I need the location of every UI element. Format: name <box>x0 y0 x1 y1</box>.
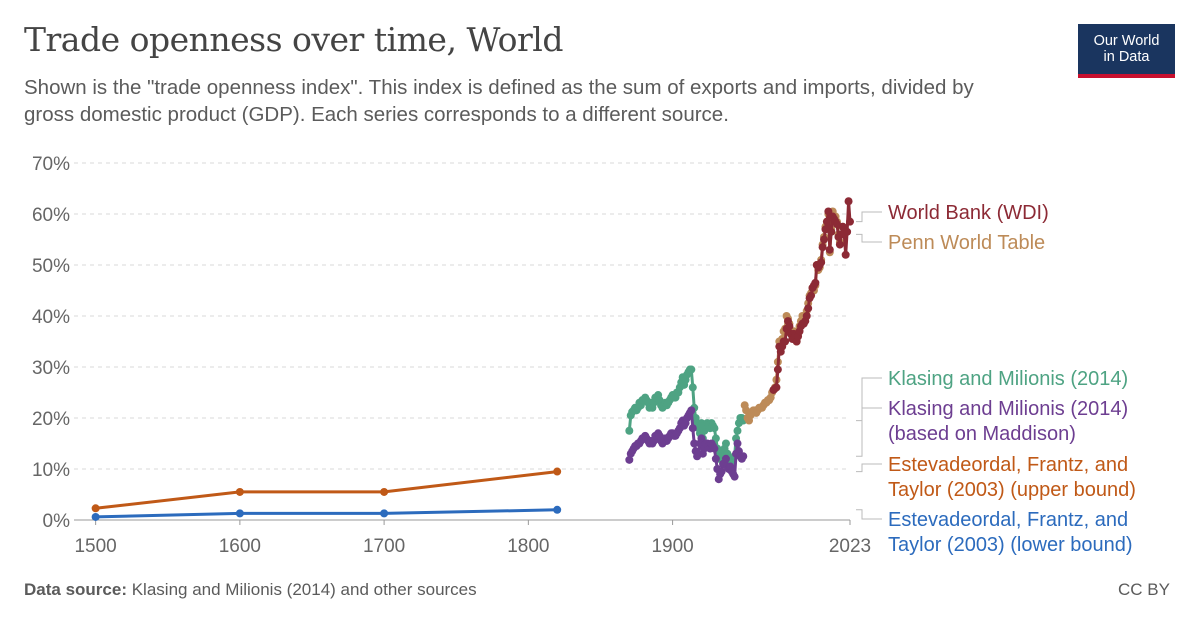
legend-connector <box>856 407 882 457</box>
x-tick-label: 1600 <box>219 536 261 557</box>
data-point <box>772 383 781 392</box>
y-tick-label: 40% <box>32 307 70 328</box>
series-line <box>95 508 558 519</box>
data-point <box>687 365 696 374</box>
legend-connector <box>856 463 882 473</box>
data-point <box>773 365 782 374</box>
y-tick-label: 60% <box>32 205 70 226</box>
data-source-text[interactable]: Klasing and Milionis (2014) and other so… <box>131 580 477 599</box>
data-point <box>820 235 829 244</box>
legend-label-line: Klasing and Milionis (2014) <box>888 368 1128 390</box>
data-point <box>733 439 742 448</box>
data-point <box>822 217 831 226</box>
legend-label-line: (based on Maddison) <box>888 423 1076 445</box>
data-point <box>817 258 826 267</box>
data-point <box>781 337 790 346</box>
y-tick-label: 70% <box>32 154 70 175</box>
legend-label: Klasing and Milionis (2014) (based on Mad… <box>888 398 1128 445</box>
series-group <box>625 406 748 484</box>
data-point <box>710 444 719 453</box>
data-point <box>625 455 634 464</box>
legend-label-line: Estevadeordal, Frantz, and <box>888 454 1128 476</box>
data-point <box>841 250 850 259</box>
y-tick-label: 20% <box>32 409 70 430</box>
x-tick-label: 1900 <box>651 536 693 557</box>
data-point <box>807 291 816 300</box>
owid-logo[interactable]: Our World in Data <box>1078 24 1175 78</box>
data-point <box>802 312 811 320</box>
legend-label: Estevadeordal, Frantz, and Taylor (2003) … <box>888 509 1133 556</box>
data-point <box>711 454 720 463</box>
data-point <box>553 505 562 514</box>
legend-label: World Bank (WDI) <box>888 202 1049 224</box>
data-point <box>739 452 748 461</box>
y-tick-label: 0% <box>43 511 71 532</box>
legend-connector <box>856 509 882 520</box>
legend-connector <box>856 211 882 223</box>
data-point <box>235 487 244 496</box>
data-point <box>843 227 852 236</box>
legend-label-line: World Bank (WDI) <box>888 202 1049 224</box>
data-point <box>827 227 836 236</box>
data-point <box>688 424 697 433</box>
x-tick-label: 1800 <box>507 536 549 557</box>
data-point <box>730 472 739 481</box>
logo-line-2: in Data <box>1103 49 1150 65</box>
data-point <box>785 322 794 331</box>
data-point <box>721 454 730 463</box>
data-point <box>91 504 100 513</box>
series-group <box>91 467 562 513</box>
legend-label: Estevadeordal, Frantz, and Taylor (2003) … <box>888 454 1136 501</box>
chart-title: Trade openness over time, World <box>24 20 563 59</box>
data-point <box>844 197 853 206</box>
data-point <box>710 424 719 433</box>
legend-connector <box>856 377 882 422</box>
legend-label-line: Penn World Table <box>888 232 1045 254</box>
series-group <box>91 505 562 521</box>
data-point <box>625 426 634 435</box>
series-line <box>95 470 558 510</box>
data-point <box>687 406 696 415</box>
data-point <box>721 439 730 448</box>
data-point <box>846 217 854 226</box>
x-tick-label: 1700 <box>363 536 405 557</box>
data-point <box>825 245 834 254</box>
data-point <box>380 509 389 518</box>
data-point <box>811 278 820 287</box>
data-point <box>733 426 742 435</box>
legend-connector <box>856 233 882 243</box>
chart-subtitle: Shown is the "trade openness index". Thi… <box>24 76 974 126</box>
data-point <box>235 509 244 518</box>
data-point <box>688 383 697 392</box>
data-point <box>804 304 813 313</box>
y-tick-label: 50% <box>32 256 70 277</box>
data-point <box>717 467 726 476</box>
legend-label: Penn World Table <box>888 232 1045 254</box>
license-link[interactable]: CC BY <box>1118 580 1170 599</box>
data-point <box>91 512 100 521</box>
data-source-label: Data source: <box>24 580 127 599</box>
legend-label-line: Taylor (2003) (lower bound) <box>888 534 1133 556</box>
legend-label-line: Estevadeordal, Frantz, and <box>888 509 1128 531</box>
y-tick-label: 30% <box>32 358 70 379</box>
series-group <box>769 197 854 394</box>
x-tick-label: 1500 <box>74 536 116 557</box>
legend-label-line: Klasing and Milionis (2014) <box>888 398 1128 420</box>
data-source: Data source: Klasing and Milionis (2014)… <box>24 580 477 600</box>
legend-label: Klasing and Milionis (2014) <box>888 368 1128 390</box>
x-tick-label: 2023 <box>829 536 871 557</box>
data-point <box>380 487 389 496</box>
legend-label-line: Taylor (2003) (upper bound) <box>888 479 1136 501</box>
data-point <box>553 467 562 476</box>
data-point <box>835 240 844 249</box>
data-point <box>690 439 699 448</box>
y-tick-label: 10% <box>32 460 70 481</box>
logo-line-1: Our World <box>1093 33 1160 49</box>
data-point <box>818 243 827 252</box>
